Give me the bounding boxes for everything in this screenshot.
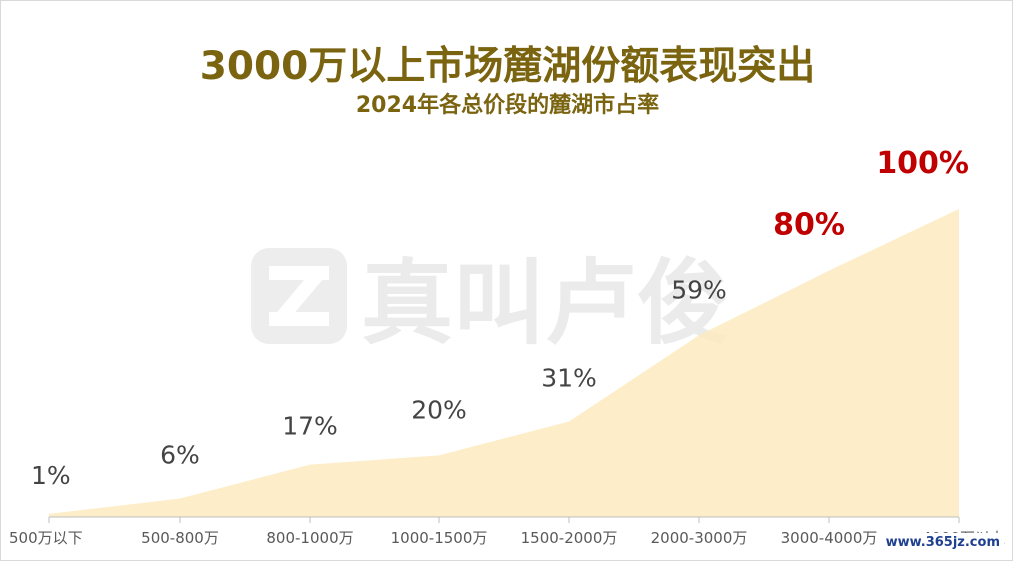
x-tick-label: 1500-2000万 xyxy=(521,529,618,547)
data-label: 59% xyxy=(671,275,727,304)
chart-title: 3000万以上市场麓湖份额表现突出 xyxy=(199,44,816,89)
watermark-logo-icon xyxy=(251,247,347,344)
data-label: 17% xyxy=(282,412,338,441)
data-label: 1% xyxy=(31,461,71,490)
data-label: 100% xyxy=(876,146,969,181)
x-tick-label: 3000-4000万 xyxy=(781,529,878,547)
chart-subtitle: 2024年各总价段的麓湖市占率 xyxy=(355,93,660,118)
x-tick-label: 800-1000万 xyxy=(266,529,353,547)
data-label: 80% xyxy=(773,208,845,243)
data-label: 20% xyxy=(411,395,467,424)
x-tick-label: 500万以下 xyxy=(9,529,83,547)
watermark-text: 真叫卢俊 xyxy=(361,250,730,357)
site-watermark: www.365jz.com xyxy=(881,533,1004,552)
data-label: 31% xyxy=(541,364,597,393)
x-tick-label: 1000-1500万 xyxy=(391,529,488,547)
watermark: 真叫卢俊 xyxy=(251,229,729,362)
x-tick-label: 500-800万 xyxy=(141,529,219,547)
x-tick-label: 2000-3000万 xyxy=(651,529,748,547)
data-label: 6% xyxy=(160,441,200,470)
area-series xyxy=(49,209,959,517)
